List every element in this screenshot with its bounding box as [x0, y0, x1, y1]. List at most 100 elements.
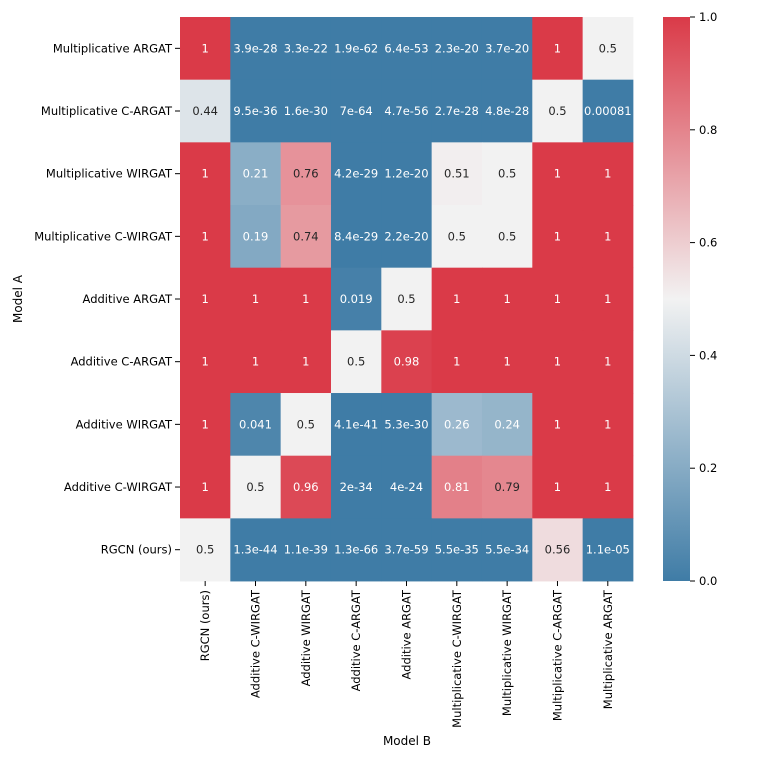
- heatmap-cell: [532, 330, 584, 394]
- heatmap-cell: [280, 455, 332, 519]
- row-tick-label: Multiplicative C-ARGAT: [41, 104, 173, 118]
- cell-value-label: 1.3e-44: [233, 543, 277, 557]
- heatmap-cell: [230, 142, 282, 206]
- heatmap-cell: [180, 79, 231, 143]
- cell-value-label: 1: [554, 355, 561, 369]
- heatmap-cell: [582, 330, 634, 394]
- cell-value-label: 0.44: [192, 104, 218, 118]
- cell-value-label: 0.019: [340, 292, 373, 306]
- cell-value-label: 4.1e-41: [334, 417, 378, 431]
- cell-value-label: 0.76: [293, 167, 319, 181]
- column-tick-labels: RGCN (ours) Additive C-WIRGAT Additive WIR…: [198, 581, 615, 728]
- column-tick-label: Multiplicative ARGAT: [601, 589, 615, 709]
- heatmap-cell: [582, 267, 634, 331]
- cell-value-label: 0.5: [397, 292, 415, 306]
- heatmap-cell: [280, 393, 332, 457]
- heatmap-cell: [180, 330, 231, 394]
- cell-value-label: 4.8e-28: [485, 104, 529, 118]
- heatmap-cell: [532, 142, 584, 206]
- heatmap-cell: [582, 142, 634, 206]
- cell-value-label: 0.5: [599, 41, 617, 55]
- heatmap-cell: [280, 205, 332, 269]
- cell-value-label: 1: [604, 417, 611, 431]
- heatmap-cell: [481, 455, 533, 519]
- colorbar-tick-label: 1.0: [699, 10, 717, 24]
- cell-value-label: 5.3e-30: [384, 417, 428, 431]
- cell-value-label: 0.98: [394, 355, 420, 369]
- cell-value-label: 0.5: [297, 417, 315, 431]
- heatmap-cell: [330, 79, 382, 143]
- row-tick-label: Multiplicative ARGAT: [53, 41, 173, 55]
- heatmap-cell: [330, 205, 382, 269]
- cell-value-label: 3.9e-28: [233, 41, 277, 55]
- heatmap-cell: [431, 17, 483, 81]
- heatmap-cell: [431, 455, 483, 519]
- column-tick-label: Multiplicative C-ARGAT: [550, 589, 564, 721]
- cell-value-label: 0.19: [243, 229, 269, 243]
- column-tick-label: Additive C-WIRGAT: [249, 589, 263, 698]
- cell-value-label: 1: [604, 480, 611, 494]
- cell-value-label: 1.6e-30: [284, 104, 328, 118]
- heatmap-cell: [431, 518, 483, 582]
- heatmap-cell: [431, 79, 483, 143]
- cell-value-label: 0.51: [444, 167, 470, 181]
- colorbar-tick-label: 0.8: [699, 123, 717, 137]
- heatmap-cell: [431, 205, 483, 269]
- heatmap-cell: [381, 142, 433, 206]
- heatmap-cell: [532, 518, 584, 582]
- cell-value-label: 0.5: [498, 229, 516, 243]
- heatmap-cell: [230, 455, 282, 519]
- heatmap-cell: [481, 205, 533, 269]
- heatmap-cell: [230, 205, 282, 269]
- cell-value-label: 5.5e-35: [435, 543, 479, 557]
- colorbar-tick-label: 0.2: [699, 461, 717, 475]
- cell-value-label: 0.24: [494, 417, 520, 431]
- heatmap-cell: [481, 142, 533, 206]
- heatmap-cell: [180, 267, 231, 331]
- colorbar-tick-label: 0.6: [699, 236, 717, 250]
- x-axis-label: Model B: [383, 734, 431, 748]
- cell-value-label: 1: [201, 417, 208, 431]
- row-tick-label: Additive ARGAT: [83, 292, 173, 306]
- heatmap-cells: [180, 17, 634, 582]
- heatmap-cell: [180, 455, 231, 519]
- cell-value-label: 1: [453, 355, 460, 369]
- cell-value-label: 1: [554, 292, 561, 306]
- cell-value-label: 0.041: [239, 417, 272, 431]
- cell-value-label: 1: [604, 167, 611, 181]
- heatmap-cell: [582, 455, 634, 519]
- cell-value-label: 0.5: [498, 167, 516, 181]
- heatmap-cell: [431, 393, 483, 457]
- colorbar-tick-label: 0.0: [699, 574, 717, 588]
- cell-value-label: 0.74: [293, 229, 319, 243]
- cell-value-label: 1: [252, 355, 259, 369]
- heatmap-cell: [330, 267, 382, 331]
- cell-value-label: 4.7e-56: [384, 104, 428, 118]
- cell-value-label: 0.21: [243, 167, 269, 181]
- cell-value-label: 1: [302, 355, 309, 369]
- cell-value-label: 4e-24: [390, 480, 423, 494]
- heatmap-cell: [280, 79, 332, 143]
- heatmap-cell: [431, 267, 483, 331]
- cell-value-label: 0.56: [545, 543, 571, 557]
- heatmap-cell: [230, 267, 282, 331]
- row-tick-label: Additive C-WIRGAT: [64, 480, 173, 494]
- heatmap-cell: [532, 79, 584, 143]
- colorbar-tick-label: 0.4: [699, 348, 717, 362]
- cell-value-label: 1: [302, 292, 309, 306]
- colorbar: 0.0 0.2 0.4 0.6 0.8 1.0: [663, 10, 717, 588]
- heatmap-cell: [381, 518, 433, 582]
- heatmap-cell: [280, 330, 332, 394]
- cell-value-label: 9.5e-36: [233, 104, 277, 118]
- heatmap-cell: [532, 455, 584, 519]
- cell-value-label: 1: [554, 417, 561, 431]
- cell-value-label: 2.7e-28: [435, 104, 479, 118]
- cell-value-label: 1: [554, 41, 561, 55]
- cell-value-label: 1: [604, 292, 611, 306]
- column-tick-label: RGCN (ours): [198, 590, 212, 661]
- cell-value-label: 3.7e-59: [384, 543, 428, 557]
- row-tick-label: RGCN (ours): [101, 543, 172, 557]
- row-tick-label: Additive WIRGAT: [76, 417, 173, 431]
- cell-value-label: 1.1e-39: [284, 543, 328, 557]
